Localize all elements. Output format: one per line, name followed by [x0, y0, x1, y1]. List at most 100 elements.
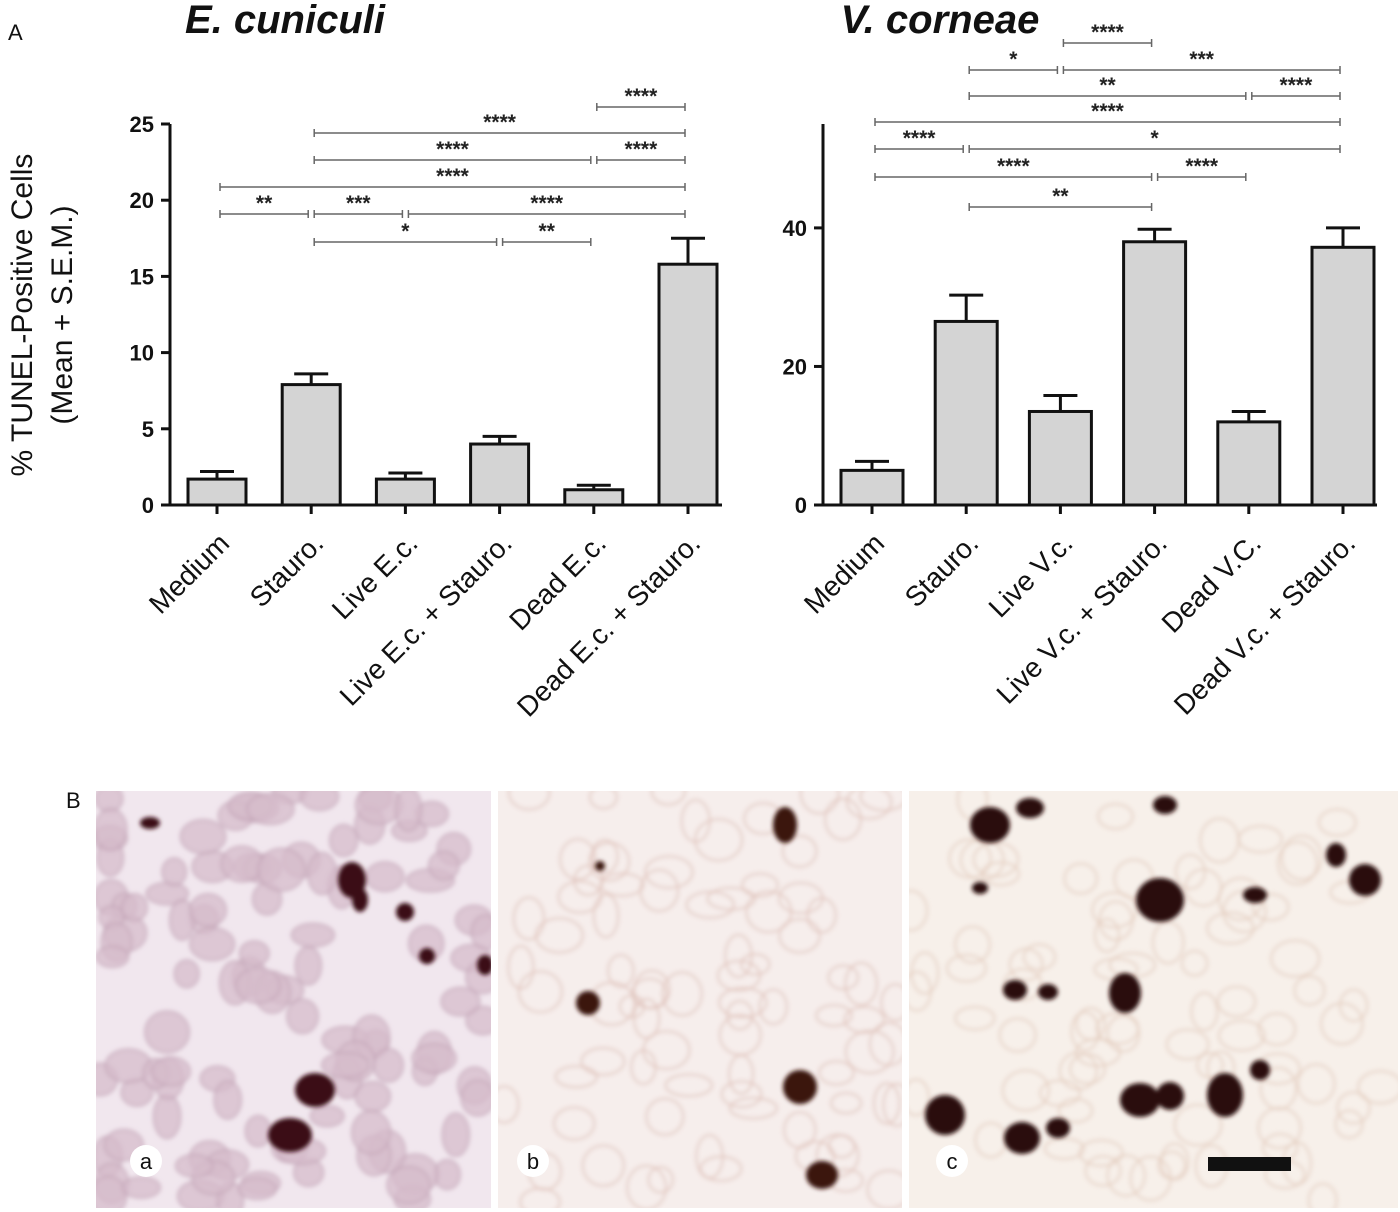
category-label: Live E.c. + Stauro.: [334, 527, 518, 711]
cell: [498, 1085, 520, 1124]
chart-title: V. corneae: [841, 0, 1040, 42]
cell: [590, 838, 619, 874]
cell: [873, 1082, 901, 1125]
cell: [1160, 1142, 1190, 1181]
cell: [440, 986, 481, 1017]
cell: [827, 1134, 856, 1159]
cell: [781, 834, 818, 868]
cell: [1106, 1014, 1140, 1053]
cell: [534, 917, 584, 954]
category-label: Live E.c.: [326, 527, 424, 625]
cell: [1173, 1103, 1223, 1147]
micrograph-a: [96, 791, 491, 1208]
cell: [220, 845, 264, 883]
cell: [661, 971, 703, 1017]
apoptotic-cell: [268, 1118, 312, 1152]
cell: [507, 945, 535, 990]
cell: [680, 798, 711, 843]
category-label: Medium: [143, 527, 235, 619]
cell: [1251, 893, 1290, 922]
cell: [1093, 917, 1120, 953]
micrograph-b: [498, 791, 902, 1208]
cell: [1174, 853, 1206, 890]
cell: [1165, 1028, 1210, 1061]
cell: [1001, 1069, 1050, 1112]
cell: [1293, 975, 1326, 1006]
cell: [306, 851, 338, 896]
cell: [559, 838, 597, 881]
cell: [843, 1005, 886, 1034]
bar: [933, 319, 999, 507]
bar: [1310, 245, 1376, 507]
apoptotic-cell: [1038, 984, 1058, 1000]
sublabel-a: a: [140, 1149, 153, 1174]
cell: [1320, 1002, 1364, 1046]
cell: [1106, 1154, 1146, 1197]
cell: [607, 953, 635, 988]
apoptotic-cell: [1016, 798, 1044, 818]
cell: [427, 850, 460, 881]
cell: [880, 983, 902, 1022]
significance-label: **: [256, 192, 273, 215]
cell: [120, 893, 149, 922]
bar: [839, 468, 905, 507]
cell: [830, 1091, 863, 1115]
cell: [1151, 920, 1185, 965]
cell: [588, 791, 618, 810]
bar: [469, 442, 531, 507]
significance-label: ****: [436, 165, 470, 188]
cell: [1296, 1063, 1336, 1105]
cell: [512, 896, 545, 941]
chart-v-corneae: V. corneae 0 20 40 Medium Stauro.Live V.c.Liv…: [783, 0, 1377, 721]
cell: [699, 1155, 743, 1182]
cell: [724, 933, 753, 979]
significance-label: ****: [625, 138, 659, 161]
cell: [626, 1164, 667, 1208]
cell: [588, 841, 631, 882]
apoptotic-cell: [477, 955, 491, 975]
y-tick-label: 20: [130, 188, 154, 213]
cell: [631, 977, 668, 1009]
y-axis-label: % TUNEL-Positive Cells (Mean + S.E.M.): [6, 154, 79, 477]
cell: [1097, 803, 1134, 830]
apoptotic-cell: [595, 861, 605, 871]
cell: [294, 945, 323, 986]
apoptotic-cell: [1250, 1060, 1270, 1080]
y-tick-label: 0: [142, 493, 154, 518]
cell: [859, 791, 902, 812]
apoptotic-cell: [1153, 796, 1177, 814]
apoptotic-cell: [783, 1070, 817, 1104]
cell: [642, 1030, 691, 1071]
cell: [728, 1096, 778, 1120]
cell: [96, 945, 130, 969]
cell: [741, 872, 779, 898]
apoptotic-cell: [1243, 887, 1267, 903]
apoptotic-cell: [1156, 1082, 1184, 1110]
apoptotic-cell: [1349, 864, 1381, 896]
category-label: Live V.c. + Stauro.: [990, 527, 1172, 709]
significance-label: *: [1151, 127, 1160, 150]
bar: [1122, 240, 1188, 507]
cell: [827, 964, 860, 991]
significance-label: ****: [1280, 74, 1314, 97]
cell: [599, 872, 645, 897]
cell: [758, 988, 788, 1026]
cell: [1217, 1019, 1266, 1052]
cell: [290, 922, 336, 948]
bar: [374, 477, 436, 507]
apoptotic-cell: [1046, 1118, 1070, 1138]
cell: [580, 1047, 626, 1076]
cell: [806, 897, 837, 934]
significance-label: ****: [483, 111, 517, 134]
cell: [1022, 943, 1057, 971]
cell: [386, 1165, 432, 1205]
cell: [1043, 1137, 1085, 1160]
cell: [778, 918, 821, 954]
significance-label: **: [1052, 185, 1069, 208]
significance-label: **: [1099, 74, 1116, 97]
apoptotic-cell: [419, 948, 435, 964]
cell: [1078, 1139, 1124, 1167]
panel-letter-a: A: [8, 20, 23, 45]
apoptotic-cell: [576, 991, 600, 1015]
